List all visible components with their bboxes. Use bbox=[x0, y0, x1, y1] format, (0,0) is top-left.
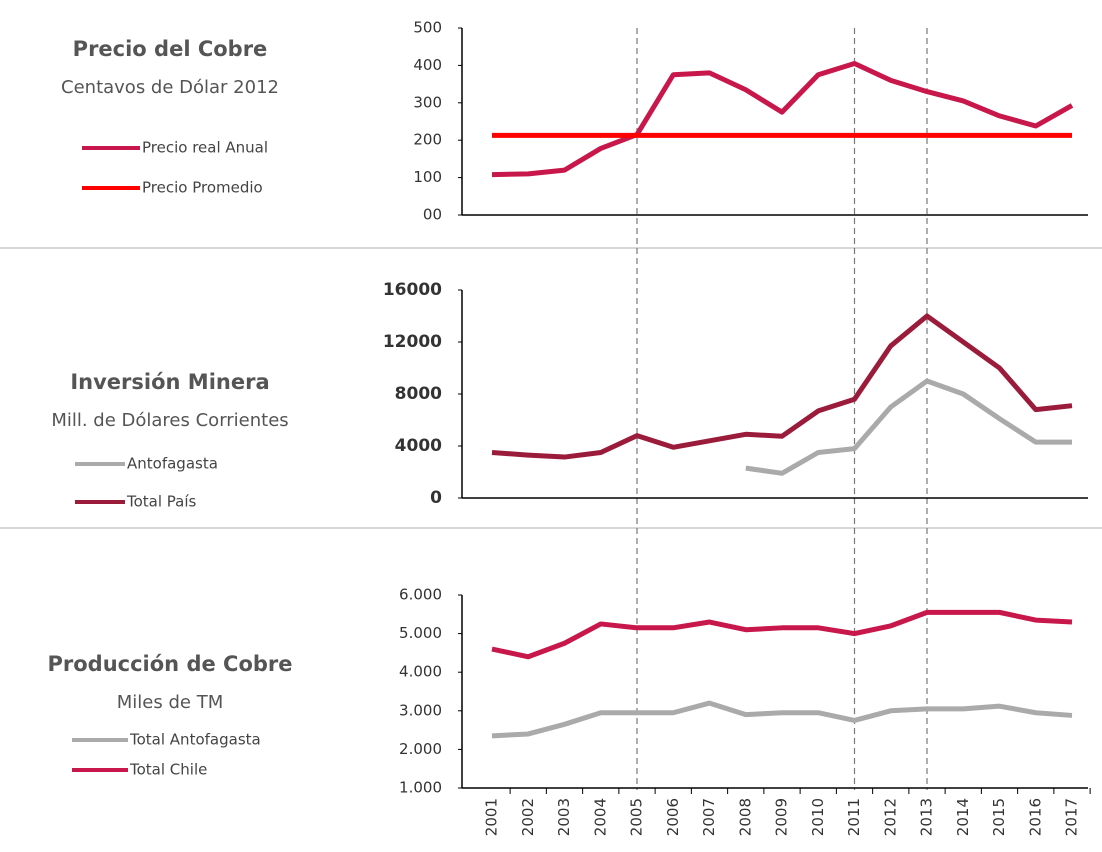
chart-title: Precio del Cobre bbox=[73, 37, 268, 61]
y-tick-label: 5.000 bbox=[399, 624, 442, 642]
chart-title: Inversión Minera bbox=[70, 370, 269, 394]
legend-label: Total Chile bbox=[129, 761, 207, 779]
x-tick-label: 2004 bbox=[591, 798, 609, 836]
x-tick-label: 2011 bbox=[845, 798, 863, 836]
chart-title: Producción de Cobre bbox=[48, 652, 293, 676]
x-tick-label: 2008 bbox=[736, 798, 754, 836]
x-tick-label: 2001 bbox=[483, 798, 501, 836]
x-tick-label: 2003 bbox=[555, 798, 573, 836]
x-tick-label: 2007 bbox=[700, 798, 718, 836]
y-tick-label: 100 bbox=[413, 168, 442, 186]
y-tick-label: 1.000 bbox=[399, 779, 442, 797]
legend-label: Precio real Anual bbox=[142, 139, 268, 157]
x-tick-label: 2005 bbox=[628, 798, 646, 836]
y-tick-label: 300 bbox=[413, 93, 442, 111]
x-tick-label: 2002 bbox=[519, 798, 537, 836]
x-tick-label: 2017 bbox=[1063, 798, 1081, 836]
y-tick-label: 6.000 bbox=[399, 586, 442, 604]
x-tick-label: 2016 bbox=[1026, 798, 1044, 836]
y-tick-label: 200 bbox=[413, 131, 442, 149]
x-tick-label: 2006 bbox=[664, 798, 682, 836]
x-tick-label: 2010 bbox=[809, 798, 827, 836]
y-tick-label: 16000 bbox=[383, 280, 442, 300]
chart-subtitle: Miles de TM bbox=[117, 692, 223, 713]
series-line bbox=[491, 313, 1073, 460]
legend-label: Precio Promedio bbox=[142, 179, 263, 197]
y-tick-label: 400 bbox=[413, 56, 442, 74]
y-tick-label: 8000 bbox=[395, 384, 442, 404]
y-tick-label: 12000 bbox=[383, 332, 442, 352]
y-tick-label: 4.000 bbox=[399, 663, 442, 681]
chart-subtitle: Mill. de Dólares Corrientes bbox=[51, 410, 288, 431]
y-tick-label: 2.000 bbox=[399, 740, 442, 758]
x-tick-label: 2013 bbox=[918, 798, 936, 836]
legend-label: Total País bbox=[126, 493, 197, 511]
y-tick-label: 00 bbox=[423, 206, 442, 224]
x-tick-label: 2015 bbox=[990, 798, 1008, 836]
series-line bbox=[745, 378, 1072, 476]
legend-label: Total Antofagasta bbox=[129, 731, 261, 749]
x-tick-label: 2014 bbox=[954, 798, 972, 836]
y-tick-label: 3.000 bbox=[399, 701, 442, 719]
series-line bbox=[491, 609, 1073, 660]
x-tick-label: 2009 bbox=[773, 798, 791, 836]
series-line bbox=[491, 61, 1074, 178]
y-tick-label: 4000 bbox=[395, 436, 442, 456]
series-line bbox=[491, 700, 1073, 739]
chart-subtitle: Centavos de Dólar 2012 bbox=[61, 77, 279, 98]
y-tick-label: 0 bbox=[430, 488, 442, 508]
y-tick-label: 500 bbox=[413, 19, 442, 37]
x-tick-label: 2012 bbox=[881, 798, 899, 836]
legend-label: Antofagasta bbox=[127, 455, 218, 473]
